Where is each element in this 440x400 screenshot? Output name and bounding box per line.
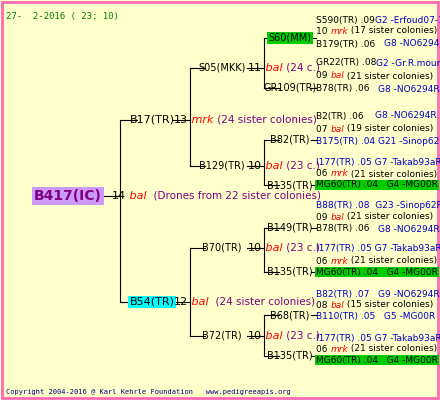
Text: (23 c.): (23 c.) xyxy=(282,243,319,253)
Text: mrk: mrk xyxy=(330,26,348,36)
Text: mrk: mrk xyxy=(330,256,348,266)
Text: (24 sister colonies): (24 sister colonies) xyxy=(213,115,316,125)
Text: 12: 12 xyxy=(174,297,188,307)
Text: mrk: mrk xyxy=(330,344,348,354)
Text: G2 -Erfoud07-1Q: G2 -Erfoud07-1Q xyxy=(375,16,440,24)
Text: bal: bal xyxy=(126,191,147,201)
Text: GR109(TR): GR109(TR) xyxy=(264,83,316,93)
Text: (23 c.): (23 c.) xyxy=(282,161,319,171)
Text: 13: 13 xyxy=(174,115,188,125)
Text: (21 sister colonies): (21 sister colonies) xyxy=(344,72,433,80)
Text: B70(TR): B70(TR) xyxy=(202,243,242,253)
Text: (24 c.): (24 c.) xyxy=(282,63,319,73)
Text: 10: 10 xyxy=(248,331,262,341)
Text: MG60(TR) .04   G4 -MG00R: MG60(TR) .04 G4 -MG00R xyxy=(316,268,438,276)
Text: 10: 10 xyxy=(248,161,262,171)
Text: B175(TR) .04 G21 -Sinop62R: B175(TR) .04 G21 -Sinop62R xyxy=(316,138,440,146)
Text: 07: 07 xyxy=(316,124,330,134)
Text: S05(MKK): S05(MKK) xyxy=(198,63,246,73)
Text: 27-  2-2016 ( 23: 10): 27- 2-2016 ( 23: 10) xyxy=(6,12,119,21)
Text: S590(TR) .09: S590(TR) .09 xyxy=(316,16,375,24)
Text: B135(TR): B135(TR) xyxy=(267,180,313,190)
Text: bal: bal xyxy=(330,124,344,134)
Text: B78(TR) .06: B78(TR) .06 xyxy=(316,224,378,234)
Text: B54(TR): B54(TR) xyxy=(129,297,175,307)
Text: 10: 10 xyxy=(316,26,330,36)
Text: (17 sister colonies): (17 sister colonies) xyxy=(348,26,437,36)
Text: 11: 11 xyxy=(248,63,262,73)
Text: G8 -NO6294R: G8 -NO6294R xyxy=(378,224,440,234)
Text: (19 sister colonies): (19 sister colonies) xyxy=(344,124,433,134)
Text: 06: 06 xyxy=(316,256,330,266)
Text: bal: bal xyxy=(262,161,282,171)
Text: I177(TR) .05 G7 -Takab93aR: I177(TR) .05 G7 -Takab93aR xyxy=(316,244,440,254)
Text: B2(TR) .06: B2(TR) .06 xyxy=(316,112,375,120)
Text: B129(TR): B129(TR) xyxy=(199,161,245,171)
Text: G8 -NO6294R: G8 -NO6294R xyxy=(375,112,437,120)
Text: B110(TR) .05   G5 -MG00R: B110(TR) .05 G5 -MG00R xyxy=(316,312,435,320)
Text: 10: 10 xyxy=(248,243,262,253)
Text: mrk: mrk xyxy=(330,170,348,178)
Text: GR22(TR) .08: GR22(TR) .08 xyxy=(316,58,376,68)
Text: Copyright 2004-2016 @ Karl Kehrle Foundation   www.pedigreeapis.org: Copyright 2004-2016 @ Karl Kehrle Founda… xyxy=(6,389,291,395)
Text: (Drones from 22 sister colonies): (Drones from 22 sister colonies) xyxy=(147,191,321,201)
Text: bal: bal xyxy=(188,297,209,307)
Text: bal: bal xyxy=(262,331,282,341)
Text: B417(IC): B417(IC) xyxy=(34,189,102,203)
Text: bal: bal xyxy=(330,300,344,310)
Text: G8 -NO6294R: G8 -NO6294R xyxy=(384,40,440,48)
Text: B135(TR): B135(TR) xyxy=(267,351,313,361)
Text: B135(TR): B135(TR) xyxy=(267,267,313,277)
Text: bal: bal xyxy=(330,72,344,80)
Text: (23 c.): (23 c.) xyxy=(282,331,319,341)
Text: 06: 06 xyxy=(316,170,330,178)
Text: 08: 08 xyxy=(316,300,330,310)
Text: 09: 09 xyxy=(316,72,330,80)
Text: B179(TR) .06: B179(TR) .06 xyxy=(316,40,384,48)
Text: MG60(TR) .04   G4 -MG00R: MG60(TR) .04 G4 -MG00R xyxy=(316,356,438,364)
Text: B17(TR): B17(TR) xyxy=(129,115,175,125)
Text: bal: bal xyxy=(262,63,282,73)
Text: B88(TR) .08  G23 -Sinop62R: B88(TR) .08 G23 -Sinop62R xyxy=(316,200,440,210)
Text: (21 sister colonies): (21 sister colonies) xyxy=(348,344,437,354)
Text: B82(TR) .07   G9 -NO6294R: B82(TR) .07 G9 -NO6294R xyxy=(316,290,440,298)
Text: (21 sister colonies): (21 sister colonies) xyxy=(344,212,433,222)
Text: B82(TR): B82(TR) xyxy=(270,135,310,145)
Text: (21 sister colonies): (21 sister colonies) xyxy=(348,170,437,178)
Text: bal: bal xyxy=(262,243,282,253)
Text: S60(MM): S60(MM) xyxy=(268,33,312,43)
Text: (21 sister colonies): (21 sister colonies) xyxy=(348,256,437,266)
Text: B149(TR): B149(TR) xyxy=(267,223,313,233)
Text: mrk: mrk xyxy=(188,115,213,125)
Text: 14: 14 xyxy=(112,191,126,201)
Text: bal: bal xyxy=(330,212,344,222)
Text: I177(TR) .05 G7 -Takab93aR: I177(TR) .05 G7 -Takab93aR xyxy=(316,158,440,168)
Text: I177(TR) .05 G7 -Takab93aR: I177(TR) .05 G7 -Takab93aR xyxy=(316,334,440,342)
Text: 06: 06 xyxy=(316,344,330,354)
Text: (24 sister colonies): (24 sister colonies) xyxy=(209,297,315,307)
Text: B68(TR): B68(TR) xyxy=(270,310,310,320)
Text: B78(TR) .06: B78(TR) .06 xyxy=(316,84,378,94)
Text: B72(TR): B72(TR) xyxy=(202,331,242,341)
Text: G2 -Gr.R.mounta: G2 -Gr.R.mounta xyxy=(376,58,440,68)
Text: 09: 09 xyxy=(316,212,330,222)
Text: (15 sister colonies): (15 sister colonies) xyxy=(344,300,433,310)
Text: MG60(TR) .04   G4 -MG00R: MG60(TR) .04 G4 -MG00R xyxy=(316,180,438,190)
Text: G8 -NO6294R: G8 -NO6294R xyxy=(378,84,440,94)
